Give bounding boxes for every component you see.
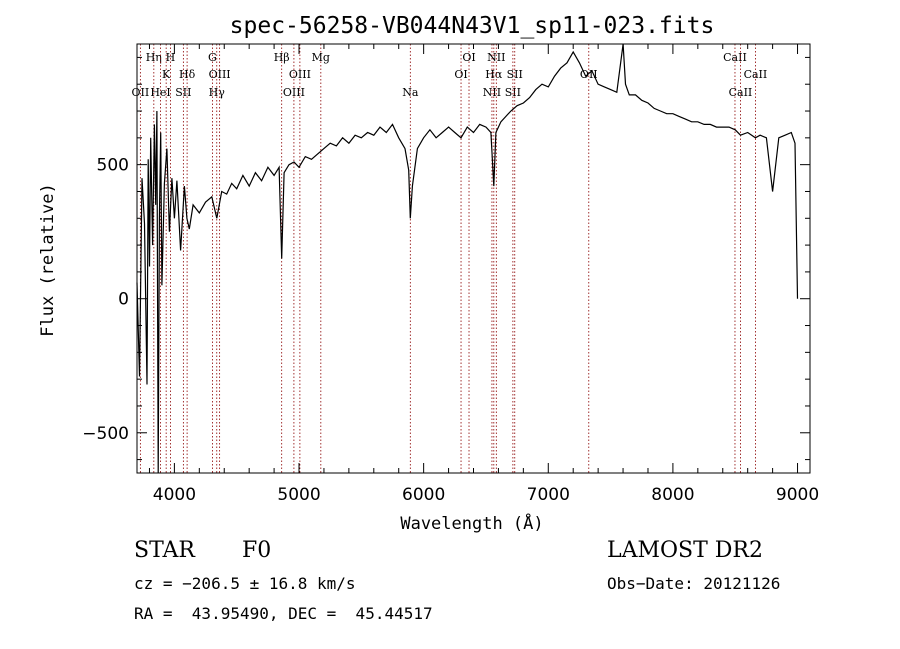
x-tick-label: 4000 — [153, 485, 196, 505]
line-label-14: Na — [402, 86, 419, 99]
y-axis-label: Flux (relative) — [38, 183, 58, 337]
line-label-1: Hη — [146, 51, 162, 64]
x-tick-label: 8000 — [651, 485, 694, 505]
line-label-23: CaII — [723, 51, 747, 64]
line-label-17: NII — [483, 86, 501, 99]
line-label-7: G — [208, 51, 217, 64]
axis-ticks: 4000 5000 6000 7000 8000 9000 −500 0 500 — [82, 44, 819, 505]
line-label-4: H — [166, 51, 176, 64]
y-tick-label: 500 — [97, 156, 129, 176]
y-tick-label: −500 — [82, 424, 129, 444]
object-subclass: F0 — [242, 538, 272, 563]
y-tick-label: 0 — [118, 290, 129, 310]
line-label-25: CaII — [744, 68, 768, 81]
line-label-12: OIII — [289, 68, 311, 81]
x-tick-label: 5000 — [277, 485, 320, 505]
line-label-11: OIII — [283, 86, 305, 99]
line-label-22: OII — [580, 68, 598, 81]
coordinates: RA = 43.95490, DEC = 45.44517 — [134, 604, 433, 623]
observation-date: Obs−Date: 20121126 — [607, 574, 781, 593]
x-tick-label: 7000 — [527, 485, 570, 505]
line-label-21: SII — [507, 68, 523, 81]
line-label-3: K — [162, 68, 171, 81]
x-tick-label: 9000 — [776, 485, 819, 505]
line-label-20: SII — [505, 86, 521, 99]
line-label-5: SII — [175, 86, 191, 99]
chart-title: spec-56258-VB044N43V1_sp11-023.fits — [230, 13, 715, 39]
line-label-8: Hγ — [209, 86, 226, 99]
plot-frame — [136, 43, 811, 474]
object-class: STAR — [134, 538, 195, 563]
line-label-6: Hδ — [179, 68, 196, 81]
x-tick-label: 6000 — [402, 485, 445, 505]
x-axis-label: Wavelength (Å) — [400, 512, 543, 534]
line-label-10: Hβ — [274, 51, 290, 64]
spectral-line-markers: OIIHηHeIKHSIIHδGHγOIIIHβOIIIOIIIMgNaOIOI… — [132, 44, 768, 473]
line-label-16: OI — [462, 51, 475, 64]
line-label-0: OII — [132, 86, 150, 99]
line-label-19: NII — [487, 51, 505, 64]
redshift-velocity: cz = −206.5 ± 16.8 km/s — [134, 574, 356, 593]
line-label-9: OIII — [209, 68, 231, 81]
flux-series — [136, 43, 799, 474]
line-label-15: OI — [454, 68, 467, 81]
line-label-2: HeI — [150, 86, 170, 99]
line-label-13: Mg — [312, 51, 330, 64]
line-label-24: CaII — [729, 86, 753, 99]
line-label-18: Hα — [485, 68, 503, 81]
survey-name: LAMOST DR2 — [607, 538, 763, 563]
